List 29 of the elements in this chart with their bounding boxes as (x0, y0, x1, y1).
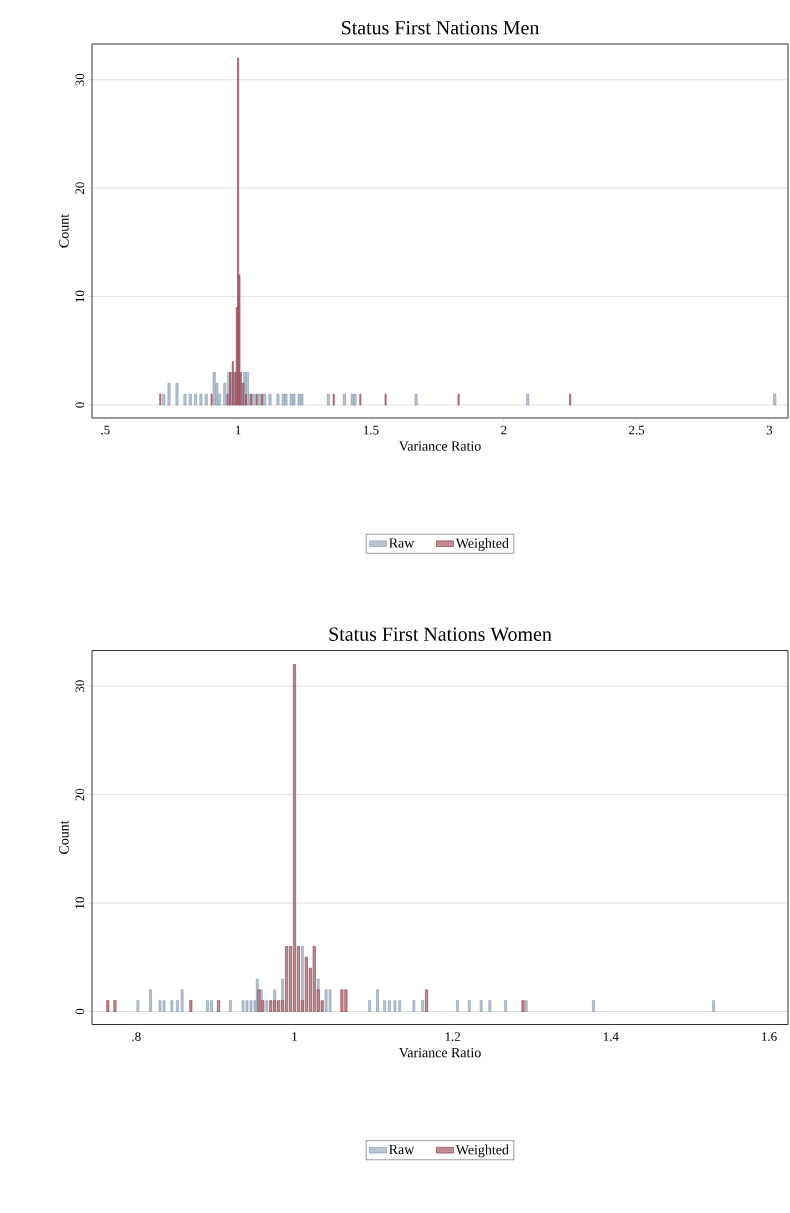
legend-label: Weighted (455, 538, 509, 551)
x-tick-label: 2 (501, 425, 507, 435)
chart-title: Status First Nations Men (341, 21, 540, 35)
chart-title: Status First Nations Women (329, 627, 552, 641)
y-tick-label: 30 (75, 680, 85, 693)
x-tick-label: .8 (132, 1032, 141, 1042)
x-tick-label: 1.4 (603, 1032, 619, 1042)
y-tick-label: 0 (75, 402, 85, 408)
x-tick-label: 1 (236, 425, 241, 435)
y-tick-label: 20 (75, 182, 85, 195)
legend-label: Weighted (455, 1144, 509, 1158)
y-axis-title: Count (59, 820, 69, 854)
y-tick-label: 20 (75, 788, 85, 801)
y-tick-label: 10 (75, 290, 85, 302)
x-tick-label: 1 (292, 1032, 297, 1041)
x-tick-label: 2.5 (629, 425, 645, 435)
y-tick-label: 30 (75, 73, 85, 86)
y-tick-label: 0 (75, 1008, 85, 1015)
x-axis-title: Variance Ratio (398, 441, 481, 451)
x-tick-label: 3 (766, 425, 773, 435)
x-tick-label: .5 (101, 425, 110, 435)
x-tick-label: 1.2 (445, 1032, 461, 1042)
x-axis-title: Variance Ratio (398, 1047, 481, 1058)
y-axis-title: Count (59, 214, 69, 248)
y-tick-label: 10 (75, 897, 85, 909)
legend-label: Raw (389, 538, 415, 548)
x-tick-label: 1.5 (363, 425, 379, 435)
legend-label: Raw (389, 1144, 415, 1155)
x-tick-label: 1.6 (762, 1032, 777, 1042)
